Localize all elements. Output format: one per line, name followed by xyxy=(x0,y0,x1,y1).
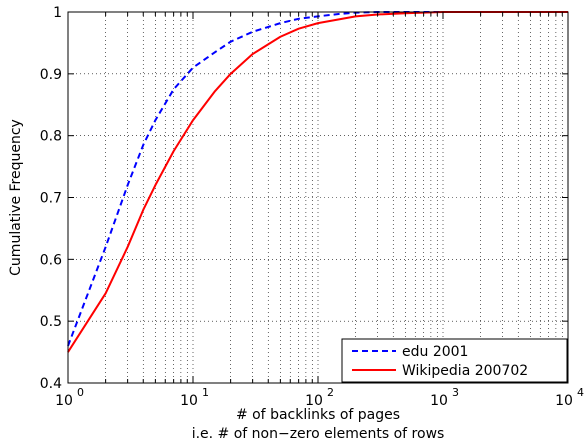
x-tick-label: 10 xyxy=(55,393,73,409)
tick-labels: 0.4 0.5 0.6 0.7 0.8 0.9 1 10 0 10 1 10 2 10 3 10 4 xyxy=(40,5,584,409)
y-tick-label: 1 xyxy=(53,5,62,21)
x-axis-label: # of backlinks of pages xyxy=(236,407,400,423)
x-tick-label-exponent: 2 xyxy=(327,386,334,399)
x-axis-label-line2: i.e. # of non−zero elements of rows xyxy=(192,426,445,442)
axis-ticks xyxy=(67,11,569,384)
x-tick-label: 10 xyxy=(555,393,573,409)
x-tick-label-exponent: 0 xyxy=(77,386,84,399)
series-lines xyxy=(67,11,568,353)
y-tick-label: 0.9 xyxy=(40,67,62,83)
series-line-wikipedia-200702 xyxy=(67,11,568,353)
grid xyxy=(68,12,568,383)
y-tick-label: 0.5 xyxy=(40,314,62,330)
y-tick-label: 0.7 xyxy=(40,191,62,207)
x-tick-label: 10 xyxy=(305,393,323,409)
y-tick-label: 0.6 xyxy=(40,252,62,268)
y-tick-label: 0.8 xyxy=(40,129,62,145)
x-tick-label: 10 xyxy=(180,393,198,409)
x-tick-label-exponent: 4 xyxy=(577,386,584,399)
y-axis-label: Cumulative Frequency xyxy=(8,119,24,276)
x-tick-label-exponent: 3 xyxy=(452,386,459,399)
y-tick-label: 0.4 xyxy=(40,376,62,392)
legend-label: Wikipedia 200702 xyxy=(402,363,528,379)
x-tick-label-exponent: 1 xyxy=(202,386,209,399)
legend: edu 2001 Wikipedia 200702 xyxy=(341,338,568,383)
series-line-edu-2001 xyxy=(67,11,568,347)
legend-box xyxy=(341,338,568,383)
legend-label: edu 2001 xyxy=(402,344,468,360)
x-tick-label: 10 xyxy=(430,393,448,409)
